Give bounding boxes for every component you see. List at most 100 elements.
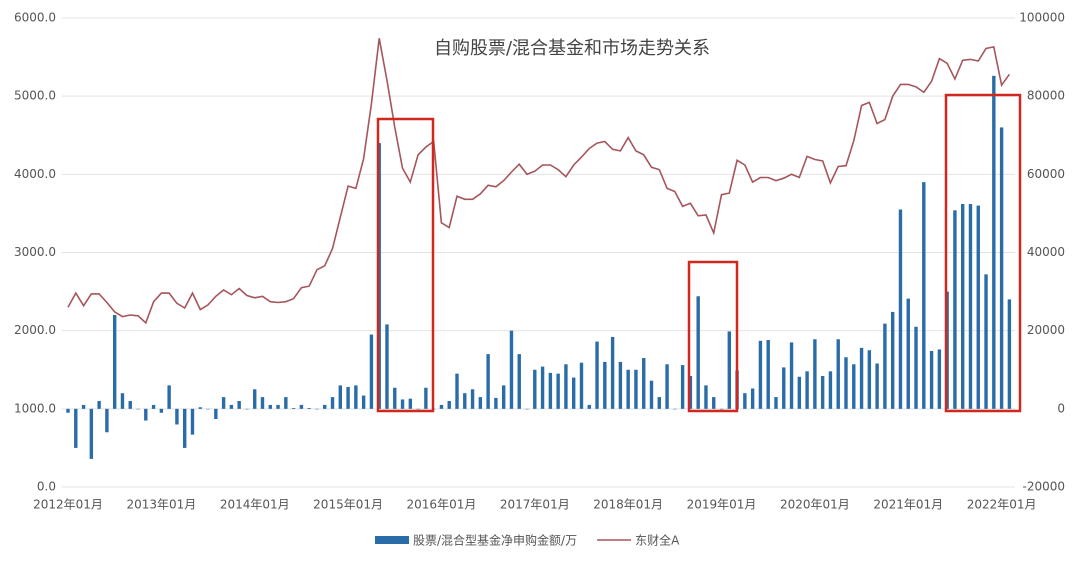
x-tick-label: 2017年01月 — [500, 498, 570, 512]
bar — [221, 397, 226, 409]
bar — [976, 205, 980, 409]
bar — [81, 404, 86, 409]
bar — [750, 388, 755, 409]
bar — [439, 404, 444, 409]
legend-swatch — [375, 536, 409, 544]
y-tick-label: 2000.0 — [14, 323, 56, 337]
legend: 股票/混合型基金净申购金额/万 东财全A — [375, 533, 680, 548]
bar — [198, 407, 202, 409]
bar — [144, 408, 148, 421]
bar — [517, 354, 521, 409]
bar — [136, 408, 140, 410]
bar — [828, 371, 833, 409]
bar — [914, 326, 918, 409]
x-tick-label: 2018年01月 — [593, 498, 663, 512]
bar — [245, 408, 249, 410]
bar — [206, 408, 210, 410]
y2-tick-label: 20000 — [1027, 323, 1065, 337]
chart-title: 自购股票/混合基金和市场走势关系 — [434, 38, 710, 59]
bar — [758, 340, 763, 409]
bar — [455, 373, 459, 409]
highlight-box — [687, 260, 739, 413]
bar — [805, 371, 809, 409]
bar — [128, 401, 132, 409]
bar — [719, 408, 724, 410]
bar — [688, 376, 693, 409]
bar — [929, 350, 934, 409]
bar — [354, 385, 358, 409]
bar — [478, 397, 483, 409]
bar — [533, 369, 537, 409]
bar — [284, 397, 288, 409]
bar — [447, 401, 451, 409]
bar — [400, 399, 405, 409]
bar — [229, 404, 234, 409]
x-tick-label: 2020年01月 — [780, 498, 850, 512]
bar — [1007, 299, 1012, 409]
marks — [66, 38, 1012, 459]
bar — [906, 298, 910, 409]
bar — [673, 408, 677, 410]
bar — [385, 324, 389, 409]
bar — [540, 366, 545, 409]
bar — [836, 339, 840, 409]
line — [67, 38, 1011, 325]
bar — [120, 393, 125, 409]
bar — [626, 369, 630, 409]
x-tick-label: 2019年01月 — [687, 498, 757, 512]
bar — [501, 385, 506, 409]
bar — [883, 323, 887, 409]
x-tick-label: 2015年01月 — [313, 498, 383, 512]
bar — [727, 331, 731, 409]
bar — [424, 387, 428, 409]
bar — [579, 362, 584, 409]
bar — [844, 357, 848, 409]
bar — [237, 401, 241, 409]
y2-tick-label: 0 — [1057, 401, 1065, 415]
y-tick-label: 6000.0 — [14, 11, 56, 25]
bar — [260, 397, 265, 409]
bar — [315, 408, 319, 410]
x-tick-label: 2013年01月 — [126, 498, 196, 512]
bar — [712, 397, 716, 409]
bar — [634, 369, 638, 409]
bar — [774, 397, 778, 409]
bar — [859, 347, 864, 409]
bar — [253, 389, 257, 409]
bar — [867, 350, 872, 409]
y2-tick-label: 100000 — [1019, 11, 1065, 25]
bar — [291, 408, 296, 409]
legend-label: 股票/混合型基金净申购金额/万 — [413, 533, 577, 548]
bar — [167, 385, 171, 409]
y-tick-label: 0.0 — [37, 480, 56, 494]
x-tick-label: 2022年01月 — [967, 498, 1037, 512]
bar — [603, 361, 607, 409]
bar — [961, 204, 965, 409]
bar — [665, 364, 669, 409]
bar — [696, 296, 700, 409]
y-tick-label: 3000.0 — [14, 245, 56, 259]
bar — [610, 336, 615, 409]
bar — [323, 404, 327, 409]
x-tick-label: 2014年01月 — [220, 498, 290, 512]
bar — [463, 393, 467, 409]
bar — [159, 408, 164, 413]
bar — [346, 386, 350, 409]
bar — [214, 408, 218, 419]
bar — [766, 340, 770, 409]
bar — [564, 364, 568, 409]
bar — [618, 361, 623, 409]
x-tick-label: 2016年01月 — [407, 498, 477, 512]
bar — [572, 377, 576, 409]
grid: 0.0 1000.0 2000.0 3000.0 4000.0 5000.0 6000.0 -… — [14, 11, 1065, 512]
bar — [268, 404, 272, 409]
bar — [875, 363, 879, 409]
bar — [74, 408, 78, 448]
bar — [151, 404, 156, 409]
bar — [408, 398, 413, 409]
bar — [797, 376, 802, 409]
bar — [657, 397, 661, 409]
bar — [984, 274, 988, 409]
bar — [330, 397, 335, 409]
